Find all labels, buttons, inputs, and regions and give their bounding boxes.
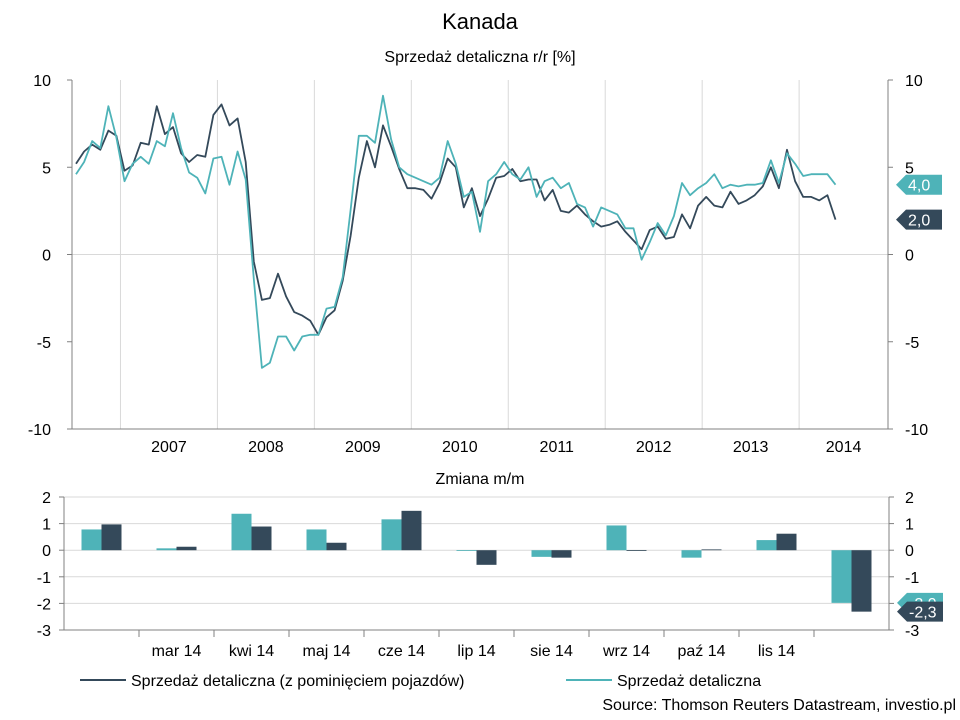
category-label: maj 14	[302, 643, 350, 660]
category-label: cze 14	[378, 643, 425, 660]
bar-dark	[551, 550, 572, 558]
bar-dark	[776, 533, 797, 551]
bar-y-tick-label-right: -3	[905, 623, 919, 640]
x-year-label: 2013	[733, 439, 769, 456]
x-year-label: 2008	[248, 439, 284, 456]
bar-end-tag-dark-label: -2,3	[909, 605, 937, 622]
end-tag-teal-shape	[896, 174, 942, 195]
y-tick-label-right: 10	[905, 73, 923, 90]
line-chart-title: Sprzedaż detaliczna r/r [%]	[384, 49, 575, 66]
y-tick-label-left: -5	[37, 335, 51, 352]
end-tag-teal-label: 4,0	[908, 178, 930, 195]
bar-teal	[81, 529, 102, 551]
bar-dark	[401, 510, 422, 551]
bar-dark	[176, 546, 197, 551]
bar-y-tick-label-left: 0	[42, 543, 51, 560]
category-label: lip 14	[457, 643, 495, 660]
bar-chart-title: Zmiana m/m	[436, 471, 525, 488]
bar-y-tick-label-left: -2	[37, 596, 51, 613]
y-tick-label-left: 5	[42, 160, 51, 177]
y-tick-label-right: -10	[905, 422, 928, 439]
x-year-label: 2009	[345, 439, 381, 456]
y-tick-label-right: -5	[905, 335, 919, 352]
series-line-teal	[75, 94, 837, 369]
y-tick-label-right: 5	[905, 160, 914, 177]
x-year-label: 2012	[636, 439, 672, 456]
bar-dark	[476, 550, 497, 565]
bar-teal	[306, 529, 327, 551]
bar-y-tick-label-left: 1	[42, 517, 51, 534]
bar-y-tick-label-left: -1	[37, 570, 51, 587]
x-year-label: 2014	[826, 439, 862, 456]
bar-teal	[456, 550, 477, 551]
end-tag-dark-label: 2,0	[908, 213, 930, 230]
x-year-label: 2010	[442, 439, 478, 456]
end-tag-dark-shape	[896, 209, 942, 230]
source-note: Source: Thomson Reuters Datastream, inve…	[602, 697, 956, 714]
bar-teal	[681, 550, 702, 558]
y-tick-label-left: 0	[42, 248, 51, 265]
bar-teal	[231, 513, 252, 551]
legend-label-dark: Sprzedaż detaliczna (z pominięciem pojaz…	[131, 673, 465, 690]
y-tick-label-left: 10	[33, 73, 51, 90]
bar-teal	[756, 540, 777, 551]
line-chart: -10 -10 -5 -5 0 0 5 5 10 10 2007 2008 2009 2010 2011 20…	[28, 73, 942, 456]
x-year-label: 2007	[151, 439, 187, 456]
bar-y-tick-label-left: 2	[42, 490, 51, 507]
page-title: Kanada	[442, 9, 519, 34]
category-label: kwi 14	[229, 643, 274, 660]
x-year-label: 2011	[540, 439, 575, 456]
bar-y-tick-label-right: -1	[905, 570, 919, 587]
category-label: mar 14	[152, 643, 202, 660]
bar-dark	[626, 550, 647, 551]
category-label: wrz 14	[602, 643, 650, 660]
bar-y-tick-label-right: 0	[905, 543, 914, 560]
bar-dark	[701, 549, 722, 551]
bar-teal	[831, 550, 852, 603]
bar-y-tick-label-right: 1	[905, 517, 914, 534]
category-label: lis 14	[758, 643, 795, 660]
legend-label-teal: Sprzedaż detaliczna	[617, 673, 761, 690]
bar-dark	[851, 550, 872, 612]
bar-y-tick-label-left: -3	[37, 623, 51, 640]
bar-teal	[381, 519, 402, 551]
series-line-dark	[75, 103, 837, 336]
bar-dark	[101, 524, 122, 551]
category-label: sie 14	[530, 643, 573, 660]
bar-end-tag-dark-shape	[897, 601, 943, 622]
category-label: paź 14	[677, 643, 725, 660]
bar-teal	[606, 525, 627, 551]
bar-teal	[531, 550, 552, 557]
bar-y-tick-label-right: 2	[905, 490, 914, 507]
bar-dark	[326, 542, 347, 551]
y-tick-label-left: -10	[28, 422, 51, 439]
bar-dark	[251, 526, 272, 551]
legend: Sprzedaż detaliczna (z pominięciem pojaz…	[80, 673, 761, 690]
y-tick-label-right: 0	[905, 248, 914, 265]
bar-teal	[156, 548, 177, 551]
